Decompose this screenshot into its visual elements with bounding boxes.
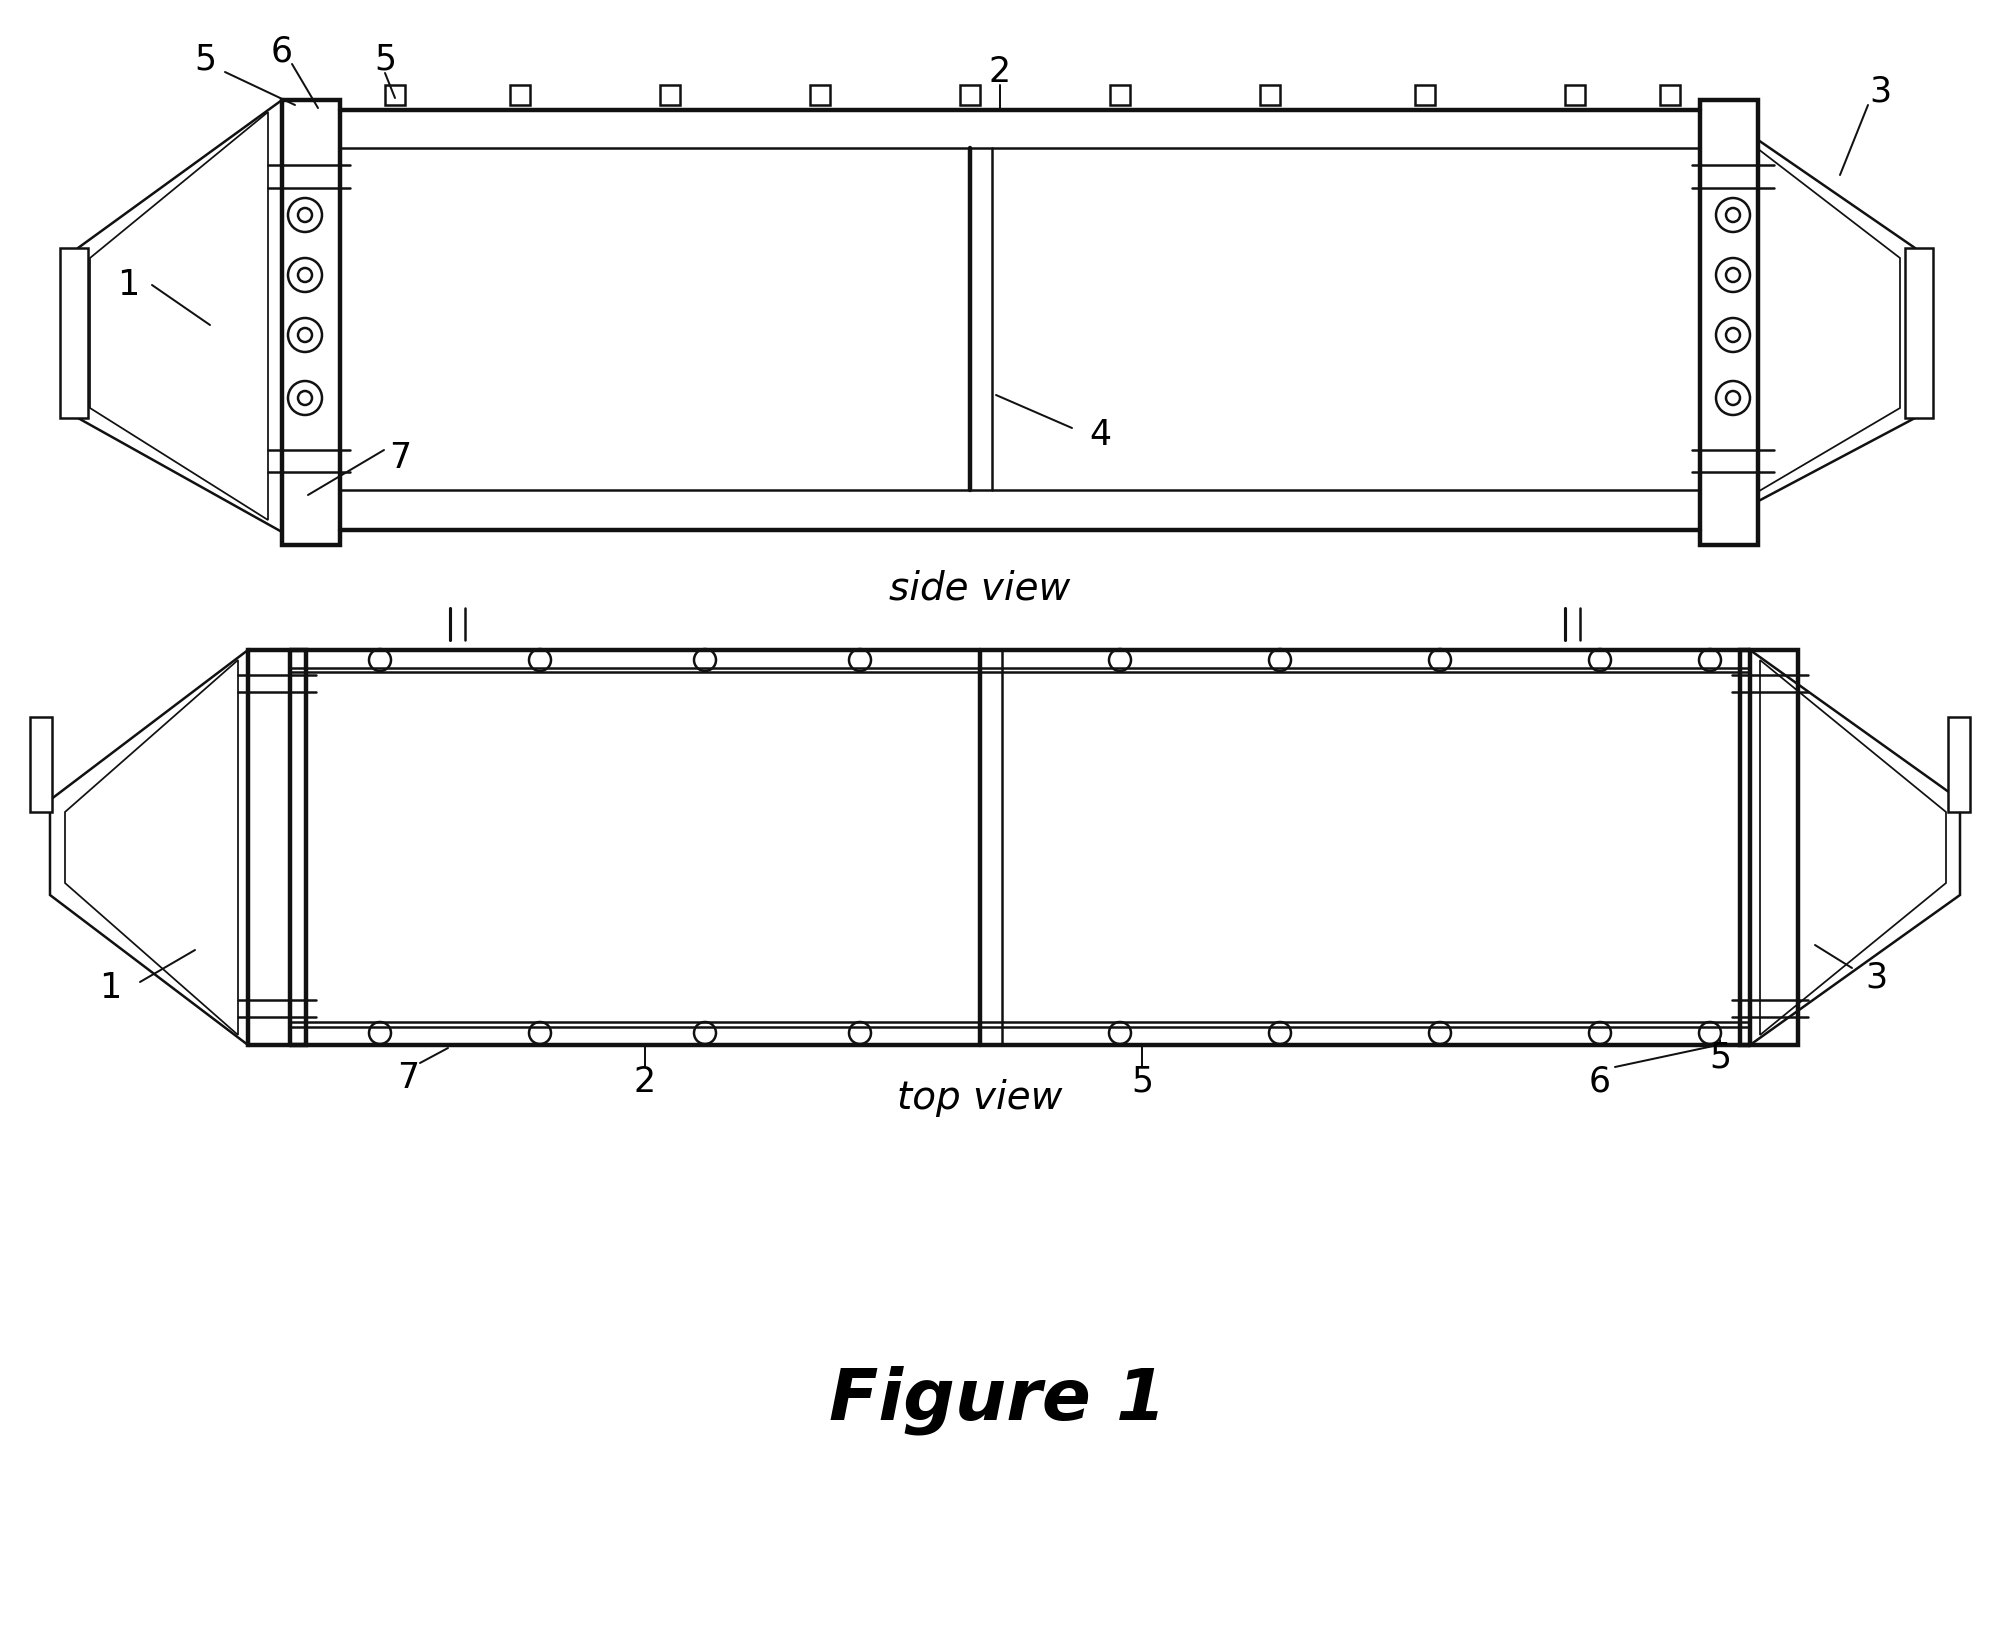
Bar: [1660, 85, 1679, 105]
Bar: [282, 100, 339, 545]
Text: 5: 5: [373, 43, 395, 77]
Bar: [1699, 100, 1757, 545]
Bar: [961, 85, 981, 105]
Bar: [659, 85, 681, 105]
Text: 5: 5: [194, 43, 216, 77]
Bar: [60, 247, 88, 418]
Bar: [30, 717, 52, 812]
Text: 7: 7: [389, 441, 411, 475]
Text: 6: 6: [1590, 1065, 1612, 1099]
Text: 5: 5: [1709, 1042, 1731, 1075]
Bar: [1947, 717, 1969, 812]
Text: 3: 3: [1865, 962, 1887, 994]
Bar: [1110, 85, 1130, 105]
Text: 3: 3: [1869, 75, 1891, 110]
Text: 7: 7: [397, 1061, 419, 1094]
Bar: [248, 650, 306, 1045]
Text: side view: side view: [889, 568, 1070, 608]
Bar: [509, 85, 529, 105]
Text: 6: 6: [272, 34, 294, 69]
Text: 5: 5: [1130, 1065, 1152, 1099]
Bar: [1905, 247, 1933, 418]
Text: 1: 1: [100, 971, 122, 1006]
Text: 4: 4: [1088, 418, 1110, 452]
Text: 2: 2: [989, 56, 1010, 88]
Bar: [811, 85, 831, 105]
Bar: [1739, 650, 1797, 1045]
Text: 1: 1: [118, 269, 140, 301]
Bar: [1416, 85, 1436, 105]
Text: Figure 1: Figure 1: [829, 1364, 1166, 1435]
Text: 2: 2: [633, 1065, 657, 1099]
Bar: [385, 85, 405, 105]
Bar: [1260, 85, 1280, 105]
Bar: [1566, 85, 1586, 105]
Text: top view: top view: [897, 1079, 1062, 1117]
